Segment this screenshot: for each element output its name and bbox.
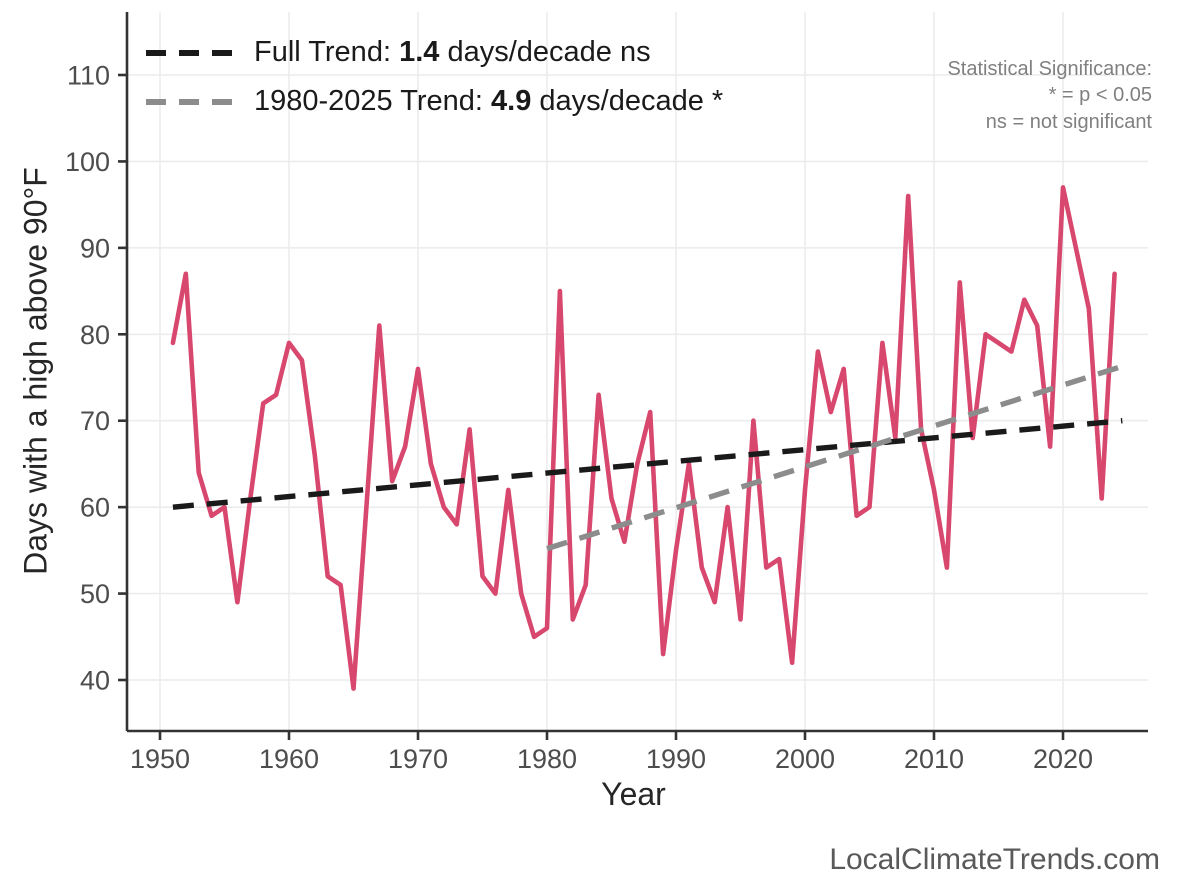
y-tick-label: 100 — [65, 147, 110, 177]
x-tick-label: 2020 — [1033, 744, 1093, 774]
x-tick-label: 2000 — [775, 744, 835, 774]
y-tick-label: 60 — [80, 493, 110, 523]
y-tick-label: 80 — [80, 320, 110, 350]
x-tick-label: 1990 — [646, 744, 706, 774]
site-credit: LocalClimateTrends.com — [829, 843, 1160, 876]
x-tick-label: 2010 — [904, 744, 964, 774]
y-tick-label: 90 — [80, 233, 110, 263]
y-tick-label: 70 — [80, 406, 110, 436]
x-tick-label: 1950 — [130, 744, 190, 774]
significance-note: Statistical Significance: * = p < 0.05 n… — [947, 56, 1152, 135]
legend-label-full-trend: Full Trend: 1.4 days/decade ns — [254, 36, 651, 69]
x-tick-label: 1970 — [388, 744, 448, 774]
legend-text: 1980-2025 Trend: — [254, 85, 492, 117]
legend: Full Trend: 1.4 days/decade ns 1980-2025… — [146, 36, 723, 118]
legend-text: Full Trend: — [254, 36, 400, 68]
black-dashed-line-swatch — [146, 49, 232, 56]
significance-note-title: Statistical Significance: — [947, 58, 1152, 80]
significance-note-ns: ns = not significant — [985, 110, 1152, 133]
legend-item-recent-trend: 1980-2025 Trend: 4.9 days/decade * — [146, 85, 723, 118]
significance-note-star: * = p < 0.05 — [1048, 84, 1152, 107]
annual-days-line — [170, 185, 1117, 691]
trend-value: 1.4 — [399, 36, 440, 68]
gray-dashed-line-swatch — [146, 98, 232, 105]
trend-lines — [172, 363, 1124, 552]
y-tick-label: 50 — [80, 579, 110, 609]
x-axis-title: Year — [601, 776, 666, 812]
legend-text: days/decade * — [531, 85, 724, 117]
axes — [118, 12, 1148, 740]
legend-label-recent-trend: 1980-2025 Trend: 4.9 days/decade * — [254, 85, 723, 118]
x-tick-label: 1960 — [259, 744, 319, 774]
x-tick-label: 1980 — [517, 744, 577, 774]
y-axis-title: Days with a high above 90°F — [17, 167, 54, 575]
full-trend-dashed-line — [172, 418, 1123, 510]
legend-text: days/decade ns — [439, 36, 651, 68]
trend-value: 4.9 — [491, 85, 532, 117]
data-series-line — [170, 185, 1117, 691]
y-tick-label: 40 — [80, 666, 110, 696]
y-tick-label: 110 — [67, 60, 110, 90]
legend-item-full-trend: Full Trend: 1.4 days/decade ns — [146, 36, 723, 69]
tick-labels: 40 50 60 70 80 90 100 110 1950 1960 1970 1980 1990 20… — [65, 60, 1093, 774]
gridlines — [127, 12, 1148, 731]
